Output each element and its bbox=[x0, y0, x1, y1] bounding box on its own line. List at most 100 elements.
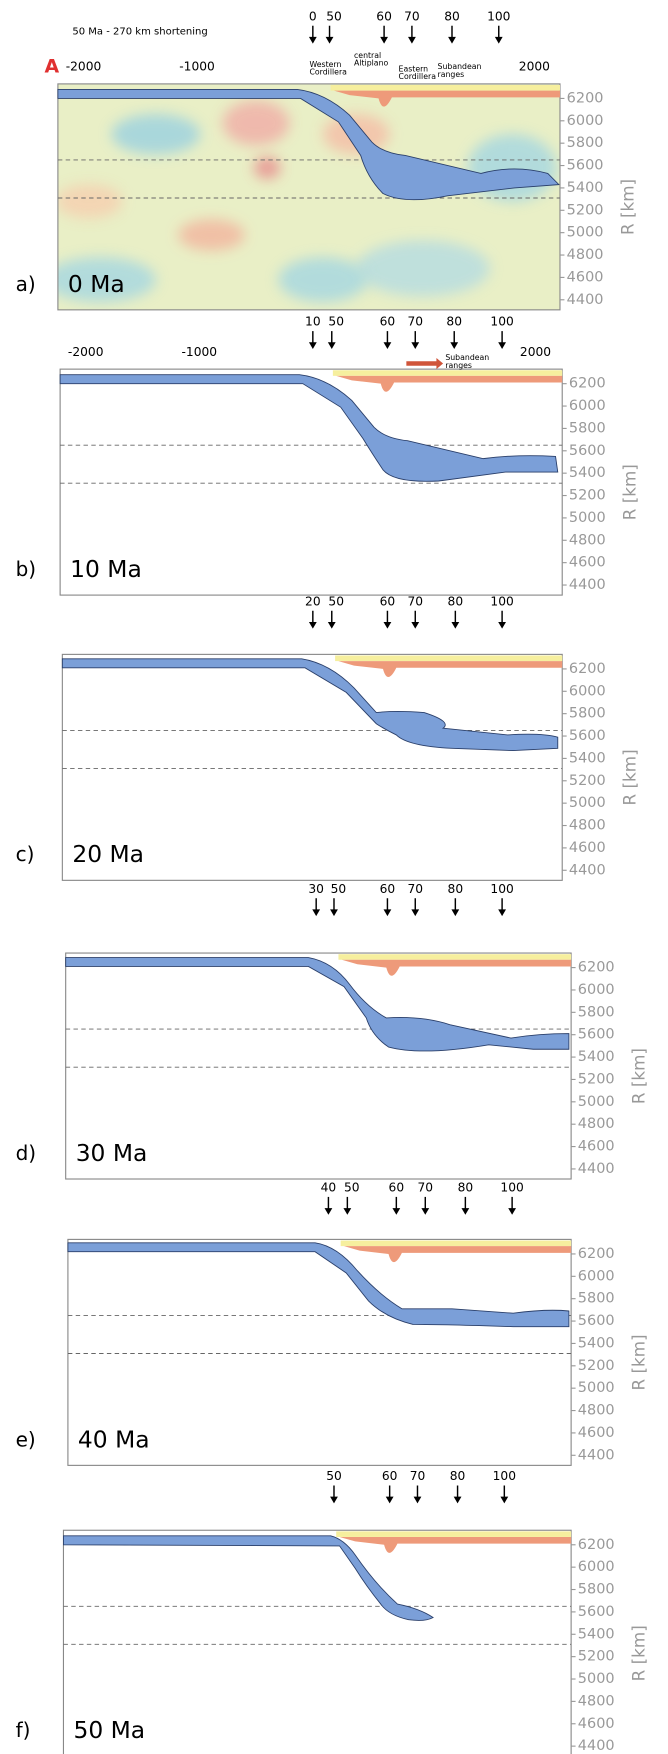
region-label: ranges bbox=[438, 70, 465, 79]
marker-label: 70 bbox=[407, 594, 423, 608]
r-tick-label: 6000 bbox=[578, 982, 615, 998]
marker-arrow-head bbox=[308, 621, 317, 629]
marker-label: 70 bbox=[410, 1469, 426, 1483]
marker-arrow-head bbox=[498, 342, 506, 350]
crust-upper bbox=[336, 1531, 572, 1537]
r-tick-label: 6000 bbox=[569, 398, 606, 414]
r-tick-label: 5400 bbox=[569, 465, 606, 481]
r-tick-label: 5600 bbox=[578, 1604, 615, 1620]
marker-label: 80 bbox=[446, 315, 462, 329]
r-tick-label: 5200 bbox=[569, 773, 606, 789]
tomography-anomaly bbox=[222, 100, 290, 146]
crust-lower bbox=[336, 375, 563, 392]
r-tick-label: 6200 bbox=[578, 1537, 615, 1553]
r-axis-label: R [km] bbox=[618, 179, 638, 235]
marker-label: 50 bbox=[326, 9, 342, 23]
region-label: Altiplano bbox=[354, 59, 388, 68]
r-tick-label: 5800 bbox=[578, 1582, 615, 1598]
region-label: Western bbox=[309, 60, 341, 69]
slab bbox=[65, 957, 570, 1052]
crust-upper bbox=[338, 954, 572, 960]
r-tick-label: 6000 bbox=[578, 1559, 615, 1575]
r-tick-label: 6200 bbox=[569, 376, 606, 392]
tomography-anomaly bbox=[356, 240, 490, 297]
marker-arrow-head bbox=[327, 342, 336, 350]
marker-arrow-head bbox=[383, 909, 392, 917]
r-tick-label: 5600 bbox=[578, 1027, 615, 1043]
r-tick-label: 4400 bbox=[578, 1738, 615, 1754]
marker-arrow-head bbox=[327, 621, 336, 629]
crust-upper bbox=[335, 655, 563, 662]
crust-lower bbox=[338, 661, 563, 678]
marker-arrow-head bbox=[330, 1496, 338, 1504]
marker-arrow-head bbox=[494, 36, 503, 44]
marker-arrow-head bbox=[500, 1496, 509, 1504]
r-tick-label: 6000 bbox=[578, 1268, 615, 1284]
region-arrow bbox=[406, 357, 444, 370]
r-tick-label: 5000 bbox=[578, 1671, 615, 1687]
marker-arrow-head bbox=[508, 1208, 517, 1215]
tomography-anomaly bbox=[253, 156, 281, 179]
slab bbox=[67, 1242, 570, 1328]
marker-label: 70 bbox=[407, 882, 423, 896]
r-tick-label: 5400 bbox=[567, 180, 604, 196]
r-tick-label: 4600 bbox=[578, 1716, 615, 1732]
marker-arrow-head bbox=[411, 909, 420, 917]
panel: 6200 6000 5800 5600 5400 5200 5000 4800 4600 4400… bbox=[16, 882, 649, 1180]
panel-frame bbox=[67, 1238, 572, 1466]
r-tick-label: 5000 bbox=[569, 510, 606, 526]
marker-label: 50 bbox=[326, 1469, 342, 1483]
marker-label: 30 bbox=[308, 882, 324, 896]
marker-label: 70 bbox=[417, 1180, 433, 1194]
x-tick-label: -2000 bbox=[68, 345, 104, 359]
r-tick-label: 6200 bbox=[578, 1246, 615, 1262]
panel: 6200 6000 5800 5600 5400 5200 5000 4800 4600 4400… bbox=[16, 9, 638, 311]
marker-label: 100 bbox=[493, 1469, 516, 1483]
r-tick-label: 5800 bbox=[578, 1291, 615, 1307]
marker-label: 80 bbox=[448, 594, 464, 608]
marker-arrow-head bbox=[408, 36, 416, 44]
r-tick-label: 5400 bbox=[578, 1626, 615, 1642]
marker-arrow-head bbox=[421, 1208, 430, 1215]
r-tick-label: 4800 bbox=[567, 247, 604, 263]
figure-content: 50 Ma - 270 km shortening A 6200 6000 5800… bbox=[16, 9, 649, 1754]
r-tick-label: 5000 bbox=[569, 795, 606, 811]
r-tick-label: 6000 bbox=[567, 113, 604, 129]
r-tick-label: 4600 bbox=[578, 1139, 615, 1155]
panel-label: d) bbox=[16, 1141, 37, 1165]
slab bbox=[61, 658, 559, 752]
marker-arrow-head bbox=[312, 909, 321, 917]
marker-arrow-head bbox=[308, 342, 317, 350]
r-tick-label: 4600 bbox=[578, 1425, 615, 1441]
figure-title: 50 Ma - 270 km shortening bbox=[72, 26, 207, 37]
panel: 6200 6000 5800 5600 5400 5200 5000 4800 4600 4400… bbox=[16, 594, 640, 881]
r-tick-label: 5800 bbox=[567, 135, 604, 151]
r-tick-label: 4600 bbox=[567, 269, 604, 285]
r-axis-label: R [km] bbox=[629, 1334, 649, 1390]
crust-lower bbox=[344, 1246, 572, 1263]
marker-label: 0 bbox=[309, 9, 317, 23]
tomography-background bbox=[57, 83, 560, 310]
marker-label: 100 bbox=[500, 1180, 523, 1194]
marker-label: 60 bbox=[380, 594, 396, 608]
marker-arrow-head bbox=[308, 36, 317, 44]
marker-arrow-head bbox=[343, 1208, 352, 1215]
panel-label: a) bbox=[16, 272, 36, 296]
crust-lower bbox=[339, 1536, 572, 1553]
panel-age: 0 Ma bbox=[68, 270, 125, 298]
section-label: A bbox=[45, 56, 60, 78]
panel-frame bbox=[57, 83, 561, 311]
r-tick-label: 4600 bbox=[569, 555, 606, 571]
panel-age: 20 Ma bbox=[72, 840, 144, 868]
tomography-anomaly bbox=[278, 257, 368, 303]
marker-label: 50 bbox=[344, 1180, 360, 1194]
r-tick-label: 4800 bbox=[578, 1403, 615, 1419]
panel: 6200 6000 5800 5600 5400 5200 5000 4800 4600 4400… bbox=[16, 315, 640, 596]
marker-label: 70 bbox=[407, 315, 423, 329]
panel-age: 30 Ma bbox=[76, 1139, 148, 1167]
marker-arrow-head bbox=[330, 909, 338, 917]
r-tick-label: 6200 bbox=[578, 960, 615, 976]
marker-label: 60 bbox=[380, 882, 396, 896]
marker-label: 100 bbox=[487, 9, 510, 23]
marker-label: 100 bbox=[490, 594, 513, 608]
